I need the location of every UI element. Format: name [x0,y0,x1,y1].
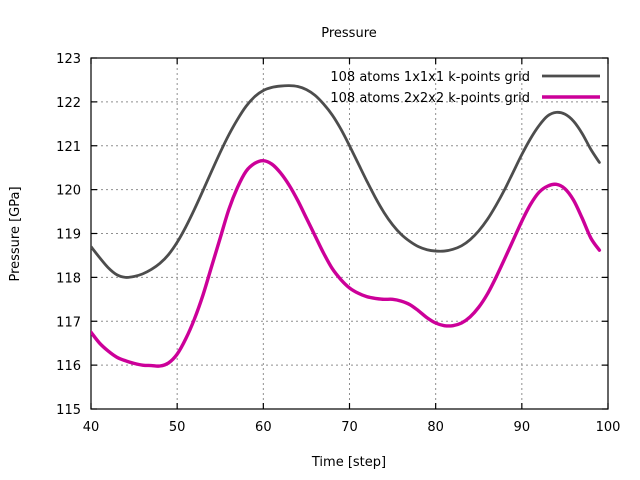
y-tick-label: 115 [56,403,81,418]
series-line-2 [91,158,602,368]
y-tick-label: 121 [56,140,81,155]
x-tick-label: 40 [83,420,100,435]
y-tick-label: 122 [56,96,81,111]
plot-frame [90,57,609,410]
data-series-layer [91,84,602,368]
chart-legend: 108 atoms 1x1x1 k-points grid 108 atoms 2… [330,70,600,106]
x-tick-label: 60 [255,420,272,435]
legend-label-2: 108 atoms 2x2x2 k-points grid [330,91,530,106]
x-tick-label: 50 [169,420,186,435]
y-tick-label: 117 [56,315,81,330]
y-tick-label: 119 [56,228,81,243]
y-tick-label: 120 [56,184,81,199]
gridlines [91,58,608,409]
x-tick-label: 80 [427,420,444,435]
x-tick-label: 70 [341,420,358,435]
x-axis-label: Time [step] [311,455,386,470]
y-tick-label: 123 [56,52,81,67]
y-tick-label: 116 [56,359,81,374]
series-line-1 [91,84,601,279]
y-axis-tick-labels: 115 116 117 118 119 120 121 122 123 [56,52,81,418]
y-axis-label: Pressure [GPa] [8,186,23,281]
legend-label-1: 108 atoms 1x1x1 k-points grid [330,70,530,85]
y-tick-label: 118 [56,271,81,286]
x-tick-label: 90 [514,420,531,435]
chart-title: Pressure [321,26,377,41]
x-tick-label: 100 [596,420,621,435]
x-axis-tick-labels: 40 50 60 70 80 90 100 [83,420,621,435]
